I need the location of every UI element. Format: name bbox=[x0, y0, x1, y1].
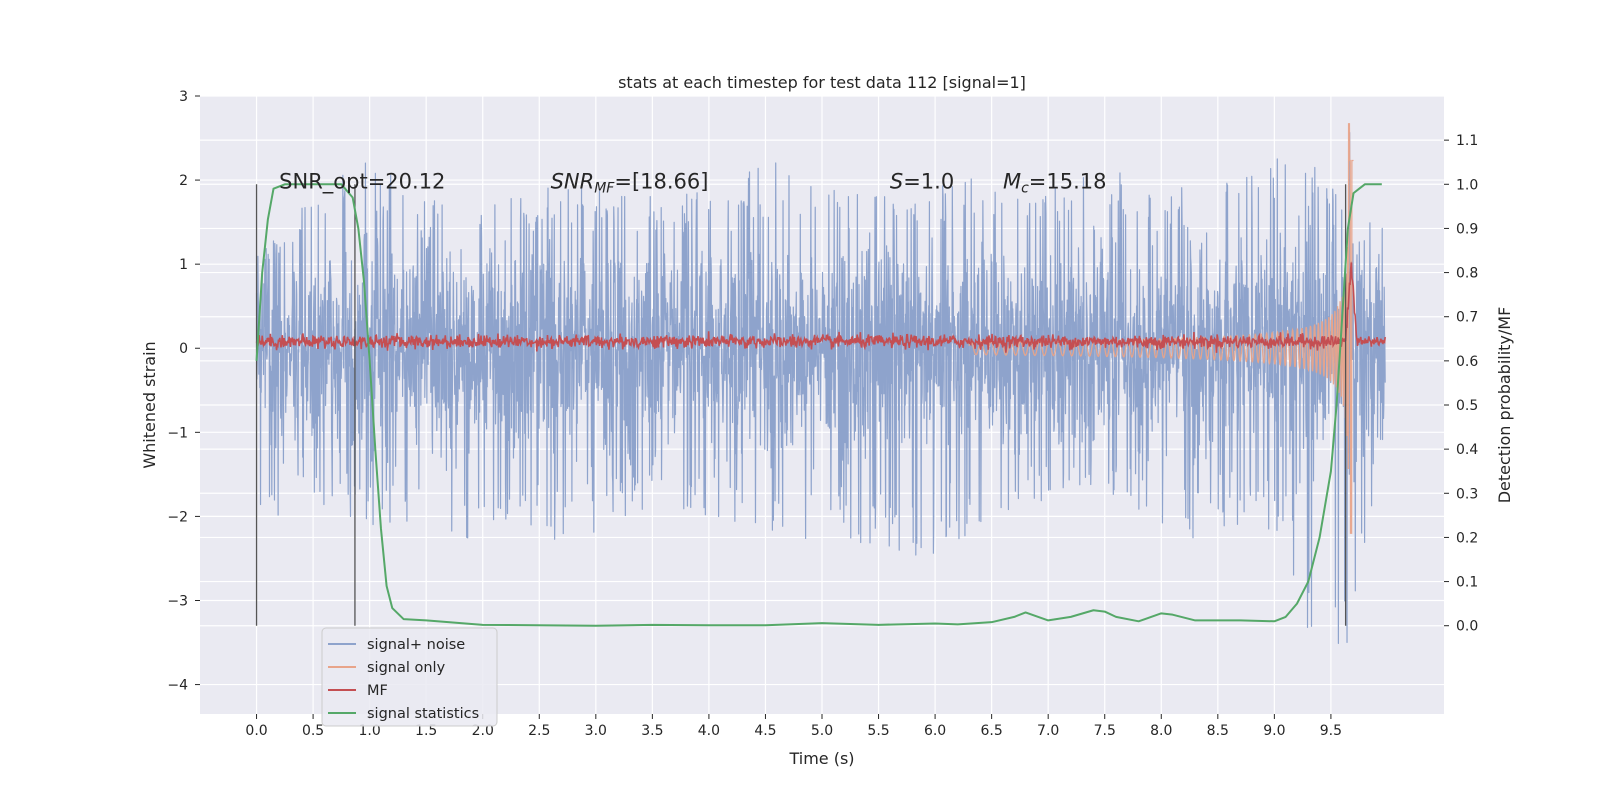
x-tick-label: 8.5 bbox=[1207, 723, 1229, 739]
y-tick-label: 3 bbox=[179, 89, 188, 105]
x-tick-label: 0.5 bbox=[302, 723, 324, 739]
legend: signal+ noise signal only MF signal statist… bbox=[321, 627, 498, 727]
legend-label: signal only bbox=[367, 660, 446, 676]
y-tick-labels: 3 2 1 0 −1 −2 −3 −4 bbox=[167, 89, 200, 694]
y-right-tick-label: 1.0 bbox=[1456, 177, 1478, 193]
y-tick-label: −4 bbox=[167, 678, 188, 694]
x-tick-label: 8.0 bbox=[1150, 723, 1172, 739]
y-right-tick-label: 0.6 bbox=[1456, 354, 1478, 370]
annotation-0: SNR_opt=20.12 bbox=[279, 169, 445, 194]
y-right-tick-label: 0.9 bbox=[1456, 221, 1478, 237]
legend-label: signal statistics bbox=[367, 706, 479, 722]
y-tick-label: −3 bbox=[167, 593, 188, 609]
x-tick-label: 1.5 bbox=[415, 723, 437, 739]
x-tick-label: 4.5 bbox=[754, 723, 776, 739]
mf-line bbox=[255, 262, 1386, 353]
x-tick-label: 3.5 bbox=[641, 723, 663, 739]
x-tick-label: 4.0 bbox=[698, 723, 720, 739]
y-axis-label: Whitened strain bbox=[140, 341, 159, 468]
chart-title: stats at each timestep for test data 112… bbox=[618, 73, 1026, 92]
x-tick-label: 2.5 bbox=[528, 723, 550, 739]
annotation-1: SNRMF=[18.66] bbox=[551, 169, 709, 196]
y-right-tick-label: 0.8 bbox=[1456, 266, 1478, 282]
signal-statistics-line bbox=[255, 183, 1382, 627]
y-tick-label: 2 bbox=[179, 173, 188, 189]
x-tick-label: 2.0 bbox=[472, 723, 494, 739]
y-right-tick-label: 0.0 bbox=[1456, 619, 1478, 635]
x-axis-label: Time (s) bbox=[788, 749, 854, 768]
x-tick-label: 6.0 bbox=[924, 723, 946, 739]
y-right-tick-label: 0.1 bbox=[1456, 575, 1478, 591]
y-right-tick-label: 0.3 bbox=[1456, 486, 1478, 502]
x-tick-label: 3.0 bbox=[585, 723, 607, 739]
y-right-axis-label: Detection probability/MF bbox=[1495, 307, 1514, 504]
y-right-tick-label: 0.7 bbox=[1456, 310, 1478, 326]
y-right-tick-label: 1.1 bbox=[1456, 133, 1478, 149]
y-right-tick-label: 0.2 bbox=[1456, 530, 1478, 546]
annotations: SNR_opt=20.12 SNRMF=[18.66] S=1.0 Mc=15.18 bbox=[279, 169, 1106, 196]
x-tick-label: 1.0 bbox=[359, 723, 381, 739]
y-tick-label: −1 bbox=[167, 425, 188, 441]
x-tick-label: 7.5 bbox=[1094, 723, 1116, 739]
x-tick-labels: 0.0 0.5 1.0 1.5 2.0 2.5 3.0 3.5 4.0 4.5 5.0 5.5 6.0 6… bbox=[245, 714, 1342, 739]
series-signal-statistics bbox=[255, 183, 1382, 627]
y-tick-label: 0 bbox=[179, 341, 188, 357]
y-right-tick-label: 0.5 bbox=[1456, 398, 1478, 414]
x-tick-label: 0.0 bbox=[245, 723, 267, 739]
legend-label: MF bbox=[367, 683, 388, 699]
x-tick-label: 5.0 bbox=[811, 723, 833, 739]
x-tick-label: 7.0 bbox=[1037, 723, 1059, 739]
annotation-3: Mc=15.18 bbox=[1003, 169, 1107, 196]
y-tick-label: −2 bbox=[167, 509, 188, 525]
legend-label: signal+ noise bbox=[367, 637, 465, 653]
annotation-2: S=1.0 bbox=[890, 169, 954, 193]
y-tick-label: 1 bbox=[179, 257, 188, 273]
x-tick-label: 5.5 bbox=[867, 723, 889, 739]
x-tick-label: 6.5 bbox=[981, 723, 1003, 739]
x-tick-label: 9.5 bbox=[1320, 723, 1342, 739]
series-mf bbox=[255, 262, 1386, 353]
y-right-tick-label: 0.4 bbox=[1456, 442, 1478, 458]
y-right-tick-labels: 1.1 1.0 0.9 0.8 0.7 0.6 0.5 0.4 0.3 0.2 0.1 0.0 bbox=[1444, 133, 1478, 635]
x-tick-label: 9.0 bbox=[1263, 723, 1285, 739]
legend-box bbox=[321, 627, 498, 727]
